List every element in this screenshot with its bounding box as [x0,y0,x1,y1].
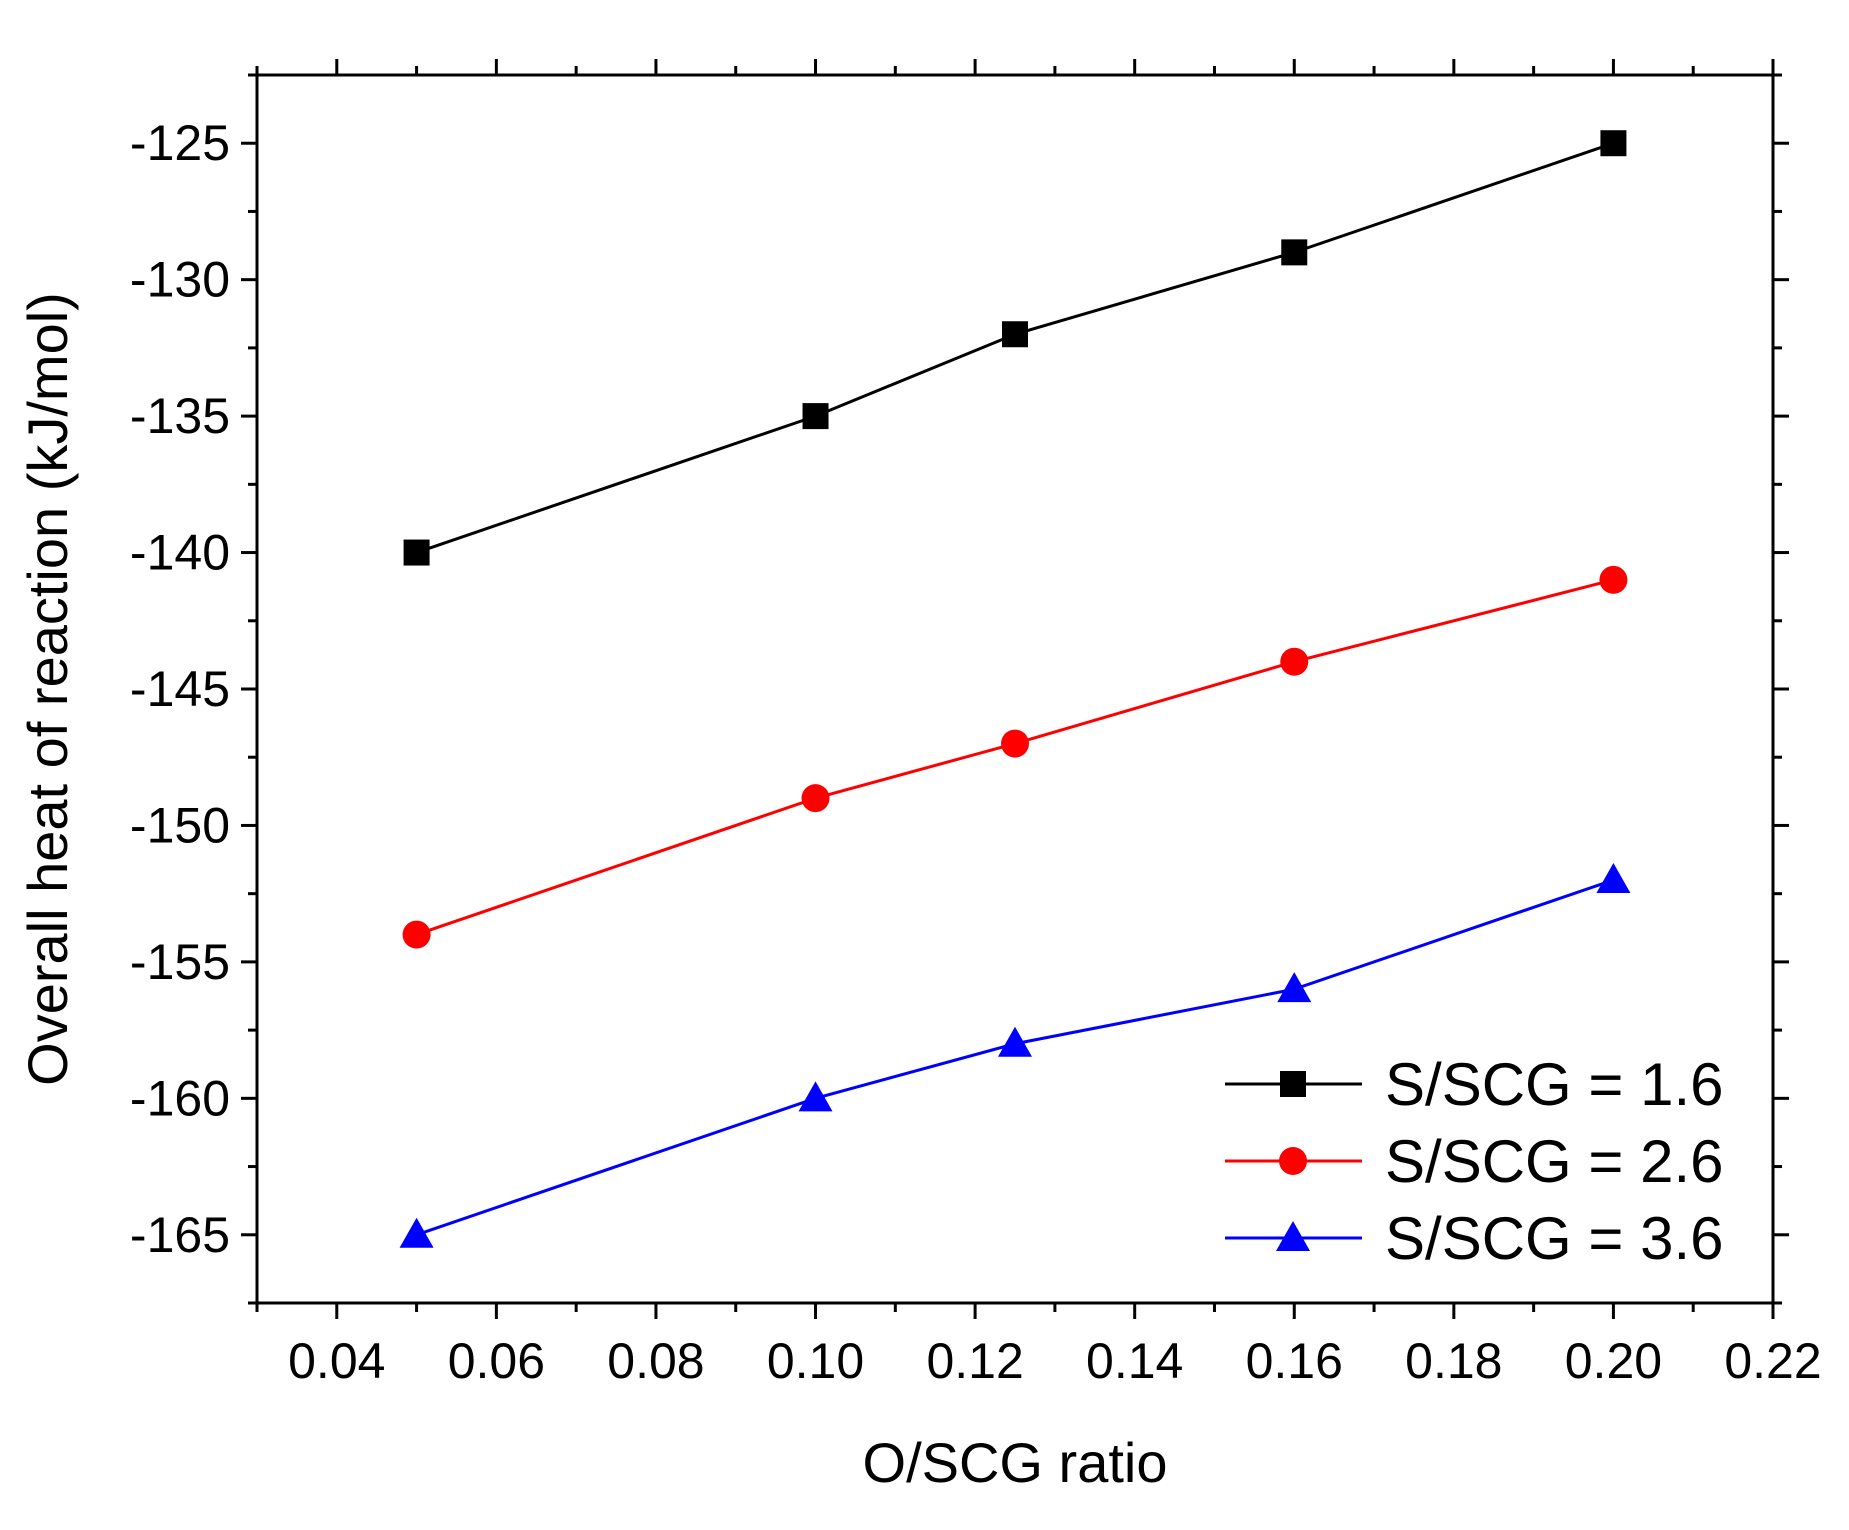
legend-marker-3 [1276,1221,1310,1251]
data-point-series-3 [399,1217,434,1248]
x-tick-label: 0.12 [926,1333,1023,1389]
y-tick-label: -165 [130,1207,230,1263]
data-point-series-1 [802,403,829,430]
legend: S/SCG = 1.6 S/SCG = 2.6 S/SCG = 3.6 [1225,1051,1724,1272]
x-tick-label: 0.22 [1724,1333,1821,1389]
data-point-series-3 [1596,863,1631,894]
y-tick-label: -140 [130,525,230,581]
data-point-series-3 [798,1081,833,1112]
plot-frame [255,73,1775,1305]
series-markers [399,130,1631,1248]
x-tick-label: 0.04 [288,1333,385,1389]
y-tick-label: -130 [130,252,230,308]
data-point-series-1 [1600,130,1627,157]
axis-ticks [241,59,1789,1319]
x-tick-label: 0.18 [1405,1333,1502,1389]
x-tick-label: 0.16 [1246,1333,1343,1389]
series-line-1 [416,141,1614,554]
data-point-series-2 [1001,729,1029,758]
data-point-series-2 [402,920,431,949]
x-axis-title: O/SCG ratio [863,1431,1168,1494]
data-point-series-2 [1599,565,1628,594]
legend-label-1: S/SCG = 1.6 [1385,1051,1724,1118]
data-point-series-1 [1002,321,1028,348]
y-tick-label: -160 [130,1070,230,1126]
x-tick-label: 0.14 [1086,1333,1183,1389]
data-point-series-3 [1277,972,1312,1003]
legend-label-2: S/SCG = 2.6 [1385,1128,1724,1195]
data-point-series-2 [1280,647,1309,676]
y-tick-label: -150 [130,797,230,853]
y-tick-label: -125 [130,115,230,171]
data-point-series-1 [1281,239,1308,266]
legend-marker-2 [1279,1147,1307,1175]
y-tick-labels: -125 -130 -135 -140 -145 -150 -155 -160 -165 [130,115,230,1263]
y-axis-title: Overall heat of reaction (kJ/mol) [16,292,79,1086]
data-point-series-2 [801,784,830,813]
x-tick-label: 0.10 [767,1333,864,1389]
x-tick-label: 0.08 [607,1333,704,1389]
y-tick-label: -155 [130,934,230,990]
data-point-series-1 [403,539,430,566]
x-tick-label: 0.20 [1565,1333,1662,1389]
x-tick-labels: 0.04 0.06 0.08 0.10 0.12 0.14 0.16 0.18 0.20 0.22 [288,1333,1822,1389]
y-tick-label: -135 [130,388,230,444]
data-point-series-3 [998,1026,1032,1057]
y-tick-label: -145 [130,661,230,717]
legend-marker-1 [1280,1071,1306,1097]
x-tick-label: 0.06 [448,1333,545,1389]
legend-label-3: S/SCG = 3.6 [1385,1205,1724,1272]
